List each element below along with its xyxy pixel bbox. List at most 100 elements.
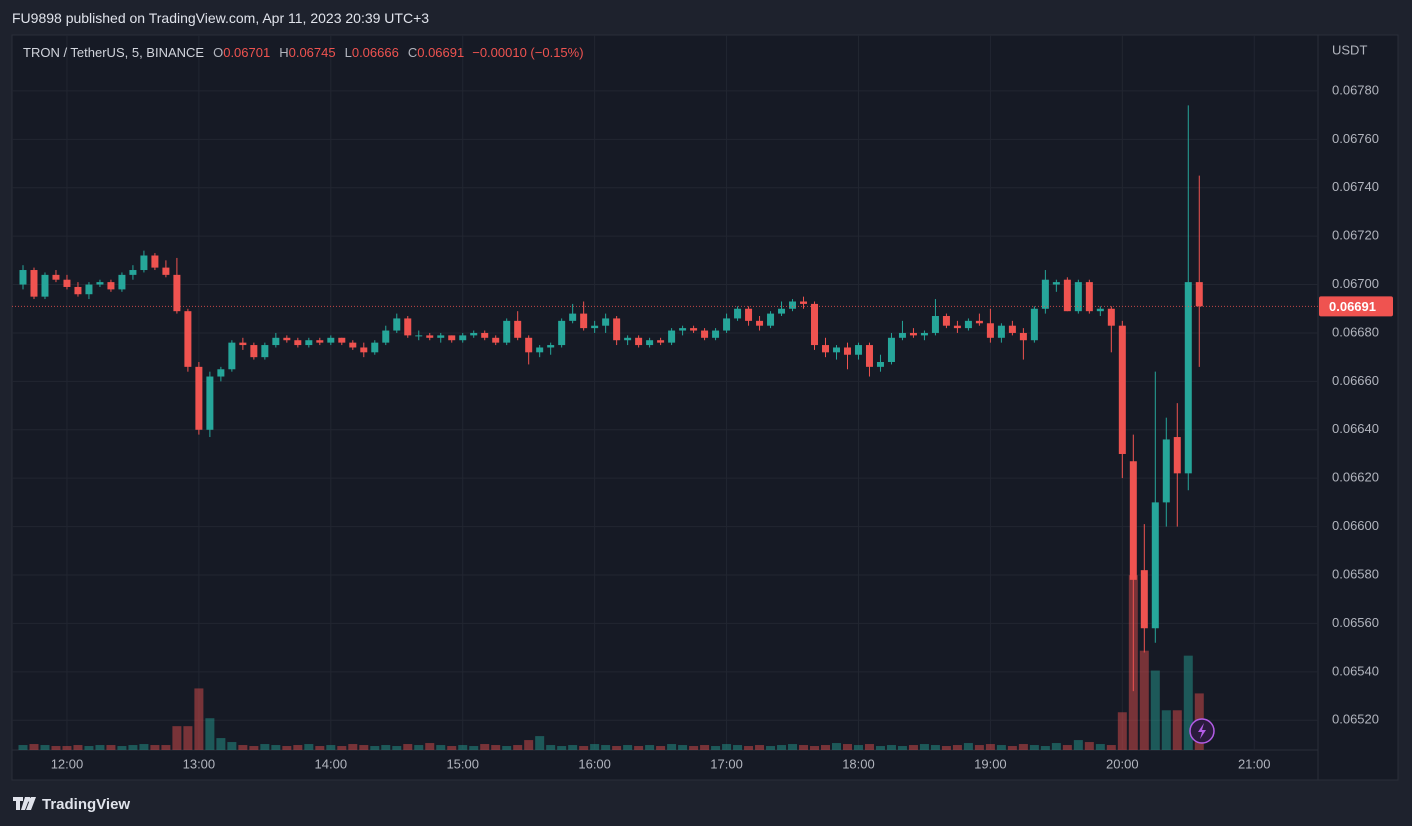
volume-bar — [282, 746, 292, 750]
volume-bar — [1117, 712, 1127, 750]
x-tick-label: 13:00 — [183, 756, 216, 771]
candle-body — [338, 337, 346, 343]
candle-body — [887, 337, 895, 363]
volume-bar — [392, 746, 402, 750]
candle-body — [261, 345, 269, 358]
volume-bar — [897, 746, 907, 750]
symbol: TRON / TetherUS, 5, BINANCE — [23, 45, 205, 60]
candle-body — [1085, 282, 1093, 312]
volume-bar — [271, 745, 281, 750]
volume-bar — [139, 744, 149, 750]
candle-body — [745, 308, 753, 321]
volume-bar — [73, 745, 83, 750]
candles — [19, 105, 1203, 692]
y-tick-label: 0.06600 — [1332, 518, 1379, 533]
candle-body — [909, 332, 917, 336]
candle-body — [1151, 502, 1159, 629]
y-tick-label: 0.06720 — [1332, 228, 1379, 243]
candle-body — [734, 308, 742, 319]
candle-body — [635, 337, 643, 346]
volume-bar — [568, 745, 578, 750]
volume-bar — [601, 745, 611, 750]
x-tick-label: 21:00 — [1238, 756, 1271, 771]
y-tick-label: 0.06680 — [1332, 324, 1379, 339]
y-tick-label: 0.06580 — [1332, 566, 1379, 581]
candle-body — [459, 335, 467, 341]
volume-bar — [128, 745, 138, 750]
volume-bar — [831, 743, 841, 750]
candle-body — [250, 345, 258, 358]
volume-bar — [425, 743, 435, 750]
volume-bar — [117, 746, 127, 750]
volume-bar — [29, 744, 39, 750]
volume-bar — [919, 744, 929, 750]
candle-body — [151, 255, 159, 268]
candle-body — [690, 328, 698, 331]
volume-bar — [172, 726, 182, 750]
volume-bar — [711, 746, 721, 750]
volume-bar — [821, 745, 831, 750]
candle-body — [217, 369, 225, 377]
candle-body — [723, 318, 731, 331]
volume-bar — [1051, 743, 1061, 750]
candle-body — [822, 345, 830, 353]
candle-body — [986, 323, 994, 338]
y-tick-label: 0.06640 — [1332, 421, 1379, 436]
candle-body — [415, 335, 423, 337]
volume-bar — [1007, 746, 1017, 750]
volume-bar — [744, 746, 754, 750]
candle-body — [470, 332, 478, 336]
change: −0.00010 (−0.15%) — [472, 45, 584, 60]
volume-bar — [436, 745, 446, 750]
volume-bar — [183, 726, 193, 750]
candle-body — [876, 362, 884, 367]
volume-bar — [249, 746, 259, 750]
candle-body — [657, 340, 665, 343]
candle-body — [30, 270, 38, 297]
candle-body — [613, 318, 621, 341]
volume-bar — [337, 746, 347, 750]
volume-bar — [810, 746, 820, 750]
volume-bar — [590, 744, 600, 750]
candle-body — [997, 325, 1005, 338]
volume-bar — [161, 745, 171, 750]
volume-bar — [634, 746, 644, 750]
candle-body — [920, 332, 928, 336]
candle-body — [514, 320, 522, 338]
candle-body — [942, 316, 950, 326]
volume-bar — [963, 743, 973, 750]
candle-body — [975, 320, 983, 324]
candle-body — [184, 311, 192, 367]
candle-body — [349, 342, 357, 348]
volume-bar — [886, 745, 896, 750]
volume-bar — [788, 744, 798, 750]
candle-body — [52, 274, 60, 280]
axes: 0.06520 0.06540 0.06560 0.06580 0.06600 0.066… — [12, 82, 1393, 771]
candle-body — [437, 335, 445, 338]
candle-body — [789, 301, 797, 309]
volume-bar — [205, 718, 215, 750]
volume-bar — [733, 745, 743, 750]
last-price-label: 0.06691 — [1329, 299, 1376, 314]
candle-body — [778, 308, 786, 314]
volume-bar — [557, 746, 567, 750]
volume-bar — [1139, 650, 1149, 750]
candle-body — [492, 337, 500, 343]
volume-bar — [458, 745, 468, 750]
volume-bar — [1040, 746, 1050, 750]
volume-bar — [842, 744, 852, 750]
candle-body — [371, 342, 379, 353]
y-tick-label: 0.06560 — [1332, 615, 1379, 630]
volume-bar — [502, 746, 512, 750]
volume-bar — [1106, 745, 1116, 750]
candle-body — [63, 279, 71, 287]
volume-bar — [51, 746, 61, 750]
x-tick-label: 16:00 — [578, 756, 611, 771]
candle-body — [1074, 282, 1082, 312]
volume-bar — [106, 745, 116, 750]
ohlc-value: 0.06701 — [223, 45, 271, 60]
candle-body — [360, 347, 368, 353]
candle-body — [1096, 308, 1104, 312]
volume-bar — [62, 746, 72, 750]
